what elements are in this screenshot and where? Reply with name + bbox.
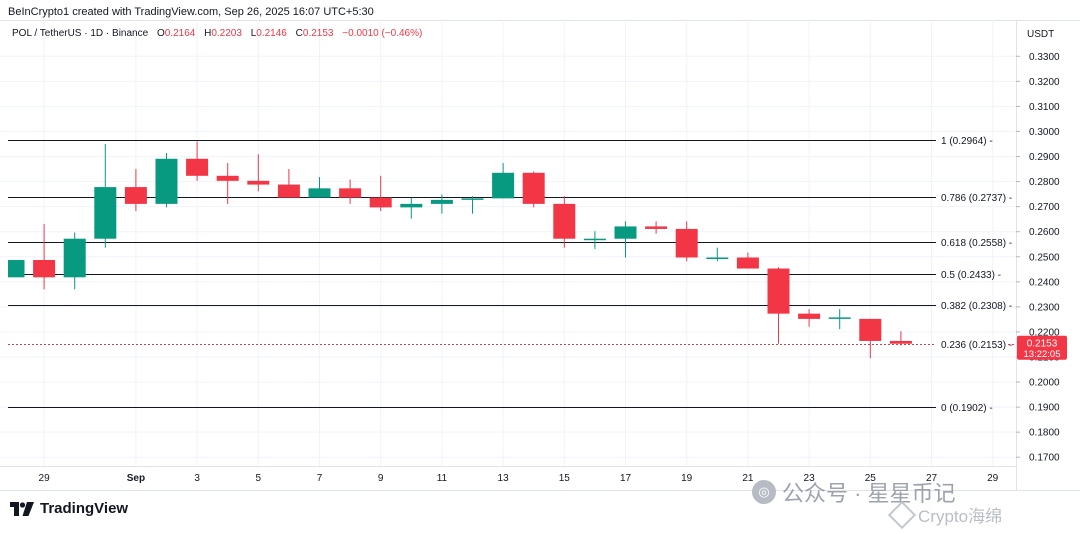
candle-body — [400, 203, 423, 208]
fib-level-label: 0.618 (0.2558) - — [941, 238, 1012, 249]
secondary-watermark-text: Crypto海绵 — [918, 507, 1003, 526]
candle-body — [339, 188, 362, 198]
fib-level-label: 0.236 (0.2153) - — [941, 340, 1012, 351]
candle-body — [277, 184, 300, 198]
close-label: C — [295, 28, 303, 39]
candle-body — [461, 198, 484, 200]
x-tick-label: 21 — [742, 473, 754, 484]
tradingview-logo-icon — [10, 501, 34, 516]
wechat-icon: ◎ — [752, 480, 776, 504]
candle-body — [94, 187, 117, 239]
candle-body — [216, 175, 239, 181]
candle-body — [155, 158, 178, 204]
y-tick-label: 0.2500 — [1029, 252, 1060, 263]
x-tick-label: 11 — [437, 473, 448, 484]
x-tick-label: 27 — [926, 473, 938, 484]
candle-body — [645, 226, 668, 229]
y-tick-label: 0.2800 — [1029, 177, 1060, 188]
fib-level-label: 0.382 (0.2308) - — [941, 301, 1012, 312]
y-tick-label: 0.2600 — [1029, 227, 1060, 238]
y-tick-label: 0.1700 — [1029, 453, 1060, 464]
candle-body — [63, 238, 86, 278]
candle-body — [430, 199, 453, 204]
open-label: O — [156, 28, 165, 39]
fib-level-label: 1 (0.2964) - — [941, 136, 993, 147]
candle-body — [798, 313, 821, 319]
wechat-account-name: 公众号 · 星星币记 — [782, 481, 956, 506]
x-tick-label: 29 — [39, 473, 51, 484]
candle-body — [308, 188, 331, 198]
candle-body — [33, 260, 56, 278]
y-tick-label: 0.1800 — [1029, 428, 1060, 439]
y-tick-label: 0.3000 — [1029, 127, 1060, 138]
candle-body — [706, 257, 729, 260]
wechat-watermark: ◎ 公众号 · 星星币记 — [752, 476, 956, 508]
close-value: 0.2153 — [302, 28, 334, 39]
candle-body — [614, 226, 637, 239]
x-tick-label: 17 — [620, 473, 632, 484]
low-label: L — [250, 28, 257, 39]
ohlc-legend: POL / TetherUS · 1D · Binance O0.2164 H0… — [12, 28, 422, 39]
candle-body — [828, 317, 851, 319]
x-tick-label: 9 — [378, 473, 384, 484]
candle-body — [583, 238, 606, 241]
candle-body — [522, 172, 545, 204]
y-tick-label: 0.2400 — [1029, 277, 1060, 288]
chart-credit: BeInCrypto1 created with TradingView.com… — [8, 6, 374, 18]
x-tick-label: 19 — [681, 473, 693, 484]
y-tick-label: 0.2300 — [1029, 302, 1060, 313]
candle-body — [736, 257, 759, 269]
diamond-logo-icon — [887, 500, 917, 529]
candle-body — [124, 187, 147, 204]
price-axis-unit[interactable]: USDT — [1027, 29, 1055, 40]
x-tick-label: Sep — [127, 473, 145, 484]
candle-body — [369, 197, 392, 208]
symbol-label[interactable]: POL / TetherUS · 1D · Binance — [12, 28, 149, 39]
x-tick-label: 23 — [804, 473, 816, 484]
y-tick-label: 0.2700 — [1029, 202, 1060, 213]
y-tick-label: 0.2000 — [1029, 378, 1060, 389]
y-tick-label: 0.3100 — [1029, 102, 1060, 113]
change-value: −0.0010 (−0.46%) — [342, 28, 423, 39]
price-tag-countdown: 13:22:05 — [1024, 349, 1061, 360]
x-tick-label: 5 — [256, 473, 262, 484]
y-tick-label: 0.1900 — [1029, 403, 1060, 414]
price-tag-value: 0.2153 — [1027, 339, 1058, 350]
x-tick-label: 3 — [194, 473, 200, 484]
x-tick-label: 13 — [498, 473, 510, 484]
x-tick-label: 25 — [865, 473, 877, 484]
open-value: 0.2164 — [164, 28, 196, 39]
candle-body — [186, 158, 209, 176]
x-tick-label: 7 — [317, 473, 323, 484]
fib-level-label: 0.5 (0.2433) - — [941, 270, 1001, 281]
x-tick-label: 15 — [559, 473, 571, 484]
candle-body — [859, 318, 882, 341]
secondary-watermark: Crypto海绵 — [887, 500, 1003, 529]
y-tick-label: 0.2200 — [1029, 327, 1060, 338]
fib-level-label: 0 (0.1902) - — [941, 403, 993, 414]
candle-body — [247, 180, 270, 185]
watermark: ◎ 公众号 · 星星币记 Crypto海绵 — [752, 472, 1072, 529]
y-tick-label: 0.3200 — [1029, 77, 1060, 88]
high-value: 0.2203 — [211, 28, 242, 39]
x-tick-label: 29 — [987, 473, 999, 484]
low-value: 0.2146 — [256, 28, 287, 39]
tradingview-brand: TradingView — [40, 500, 129, 517]
high-label: H — [204, 28, 212, 39]
candle-body — [767, 268, 790, 314]
fib-level-label: 0.786 (0.2737) - — [941, 193, 1012, 204]
candle-body — [8, 260, 25, 278]
tradingview-logo[interactable]: TradingView — [10, 500, 128, 517]
candle-body — [889, 340, 912, 344]
candle-body — [492, 172, 515, 199]
price-tag — [1017, 335, 1067, 360]
candle-body — [553, 203, 576, 239]
y-tick-label: 0.3300 — [1029, 52, 1060, 63]
candle-body — [675, 228, 698, 258]
y-tick-label: 0.2900 — [1029, 152, 1060, 163]
